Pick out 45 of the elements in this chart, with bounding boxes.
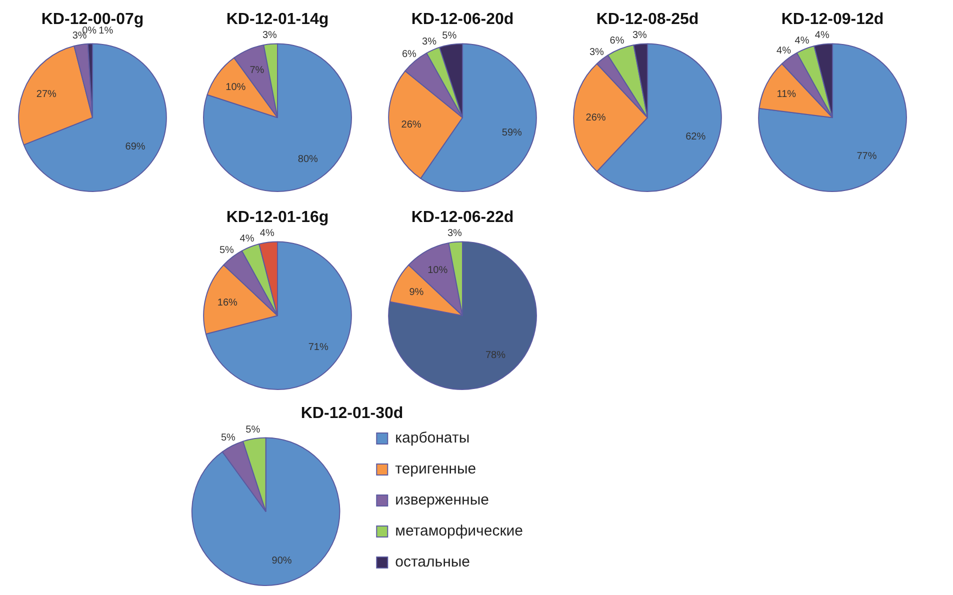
data-label: 9% <box>409 286 424 298</box>
data-label: 4% <box>260 228 274 240</box>
data-label: 62% <box>686 131 706 142</box>
data-label: 4% <box>776 45 792 56</box>
chart-title: KD-12-08-25d <box>596 11 699 28</box>
data-label: 90% <box>272 556 292 567</box>
data-label: 16% <box>217 297 238 308</box>
data-label: 3% <box>262 30 278 41</box>
data-label: 5% <box>219 244 234 256</box>
data-label: 27% <box>36 88 57 100</box>
data-label: 3% <box>632 30 648 41</box>
data-label: 59% <box>502 128 522 139</box>
chart-title: KD-12-01-14g <box>226 11 329 28</box>
chart-title: KD-12-09-12d <box>781 11 884 28</box>
legend-label: остальные <box>395 554 470 571</box>
legend-label: теригенные <box>395 460 476 478</box>
legend-label: изверженные <box>395 492 489 509</box>
data-label: 71% <box>308 342 328 354</box>
data-label: 7% <box>250 64 264 76</box>
data-label: 69% <box>125 141 146 152</box>
legend-label: карбонаты <box>395 430 470 447</box>
data-label: 10% <box>226 82 246 93</box>
data-label: 6% <box>610 35 624 46</box>
data-label: 3% <box>447 228 462 239</box>
data-label: 78% <box>485 350 506 362</box>
chart-title: KD-12-01-30d <box>300 405 404 422</box>
data-label: 26% <box>586 112 606 124</box>
chart-title: KD-12-06-22d <box>411 209 514 226</box>
data-label: 3% <box>422 36 437 48</box>
legend-label: метаморфические <box>395 522 523 540</box>
data-label: 4% <box>794 35 810 46</box>
data-label: 5% <box>246 424 260 436</box>
data-label: 4% <box>240 233 254 244</box>
chart-title: KD-12-01-16g <box>226 209 329 226</box>
data-label: 11% <box>776 88 796 100</box>
data-label: 5% <box>442 30 457 42</box>
data-label: 77% <box>856 151 877 162</box>
data-label: 4% <box>814 30 830 42</box>
data-label: 3% <box>589 46 604 58</box>
data-label: 80% <box>298 154 318 166</box>
data-label: 6% <box>402 48 417 60</box>
chart-title: KD-12-06-20d <box>411 11 514 28</box>
data-label: 10% <box>428 265 448 276</box>
data-label: 5% <box>220 432 236 444</box>
data-label: 26% <box>401 120 422 131</box>
